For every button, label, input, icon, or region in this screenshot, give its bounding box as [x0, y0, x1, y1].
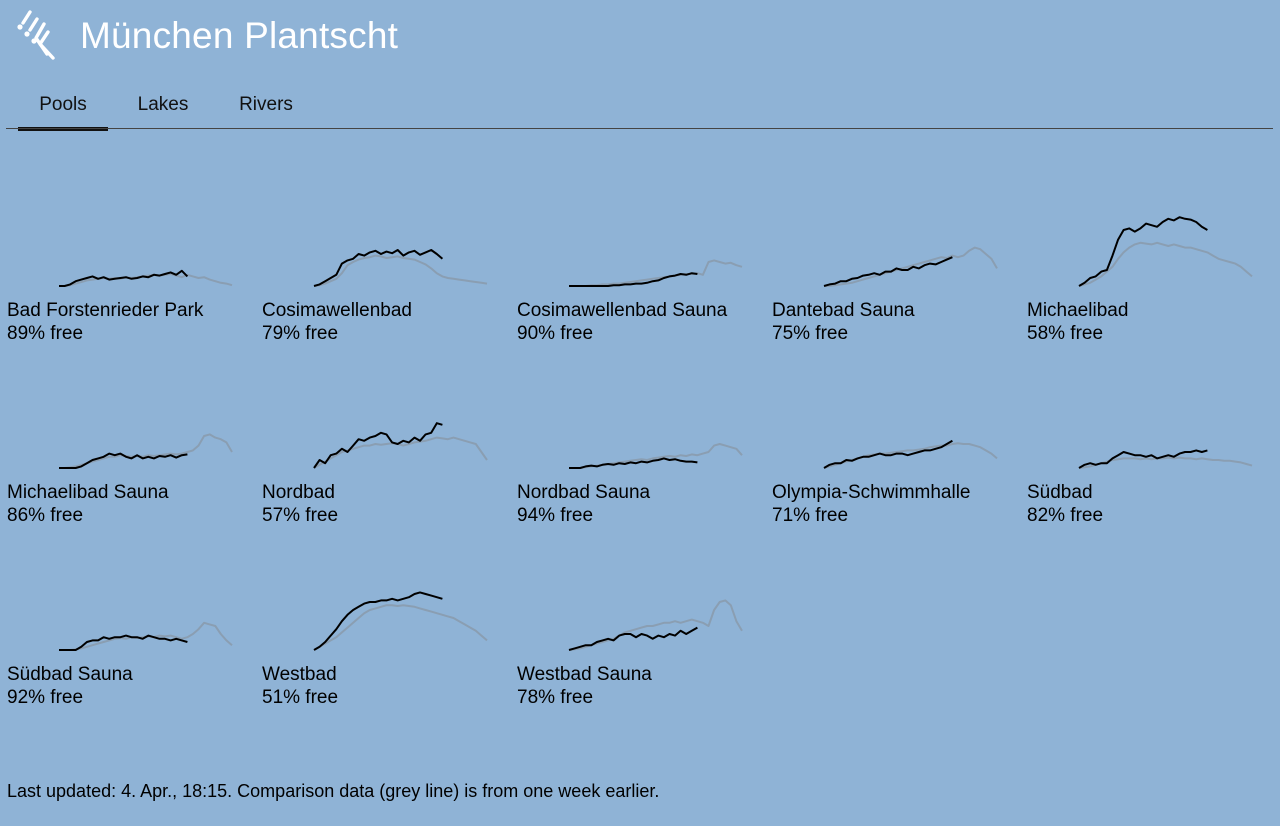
occupancy-sparkline	[569, 443, 743, 469]
pool-name: Michaelibad Sauna	[7, 482, 169, 503]
pool-free-capacity: 89% free	[7, 323, 84, 344]
pool-name: Nordbad	[262, 482, 335, 503]
occupancy-sparkline	[1078, 449, 1253, 469]
current-line	[1078, 449, 1208, 469]
comparison-line	[569, 259, 743, 287]
pool-name: Dantebad Sauna	[772, 300, 915, 321]
app-title: München Plantscht	[80, 15, 399, 56]
pool-card[interactable]: Cosimawellenbad 79% free	[262, 150, 512, 346]
occupancy-sparkline	[313, 249, 488, 287]
pool-card[interactable]: Olympia-Schwimmhalle 71% free	[772, 332, 1022, 528]
current-line	[313, 249, 444, 287]
comparison-line	[824, 246, 998, 287]
app-header: München Plantscht	[14, 6, 398, 66]
occupancy-sparkline	[313, 591, 488, 651]
current-line	[569, 457, 698, 469]
current-line	[313, 591, 443, 651]
comparison-line	[569, 443, 743, 469]
pool-card[interactable]: Nordbad 57% free	[262, 332, 512, 528]
occupancy-sparkline	[823, 246, 998, 287]
comparison-line	[1078, 241, 1253, 287]
pool-name: Westbad	[262, 664, 337, 685]
pool-card[interactable]: Südbad 82% free	[1027, 332, 1277, 528]
comparison-line	[313, 436, 488, 469]
current-line	[568, 626, 698, 651]
pool-free-capacity: 92% free	[7, 687, 84, 708]
pool-card[interactable]: Cosimawellenbad Sauna 90% free	[517, 150, 767, 346]
comparison-line	[823, 442, 998, 469]
occupancy-sparkline	[1078, 216, 1253, 287]
current-line	[313, 422, 443, 469]
pool-name: Cosimawellenbad	[262, 300, 412, 321]
pool-name: Südbad Sauna	[7, 664, 133, 685]
pool-free-capacity: 58% free	[1027, 323, 1104, 344]
tab-rivers[interactable]: Rivers	[239, 94, 293, 115]
pool-card[interactable]: Michaelibad Sauna 86% free	[7, 332, 257, 528]
pool-free-capacity: 75% free	[772, 323, 849, 344]
pool-free-capacity: 90% free	[517, 323, 594, 344]
current-line	[823, 439, 953, 469]
pool-card[interactable]: Westbad Sauna 78% free	[517, 514, 767, 710]
comparison-line	[313, 254, 488, 287]
pool-card[interactable]: Bad Forstenrieder Park 89% free	[7, 150, 257, 346]
pool-name: Nordbad Sauna	[517, 482, 651, 503]
pool-card[interactable]: Michaelibad 58% free	[1027, 150, 1277, 346]
current-line	[59, 452, 188, 469]
pool-name: Südbad	[1027, 482, 1093, 503]
pool-free-capacity: 86% free	[7, 505, 84, 526]
last-updated-note: Last updated: 4. Apr., 18:15. Comparison…	[7, 781, 660, 801]
current-line	[823, 256, 953, 287]
occupancy-sparkline	[313, 422, 488, 469]
comparison-line	[568, 599, 743, 651]
occupancy-sparkline	[823, 439, 998, 469]
pool-name: Westbad Sauna	[517, 664, 652, 685]
tab-lakes[interactable]: Lakes	[137, 94, 189, 115]
pool-name: Bad Forstenrieder Park	[7, 300, 204, 321]
tab-bar: Pools Lakes Rivers	[18, 82, 314, 131]
pool-free-capacity: 51% free	[262, 687, 339, 708]
current-line	[59, 634, 188, 651]
comparison-line	[59, 433, 233, 469]
pool-free-capacity: 57% free	[262, 505, 339, 526]
swimmer-logo-icon	[17, 10, 55, 60]
tab-pools[interactable]: Pools	[18, 82, 108, 131]
pool-free-capacity: 79% free	[262, 323, 339, 344]
pool-card[interactable]: Südbad Sauna 92% free	[7, 514, 257, 710]
pool-card[interactable]: Dantebad Sauna 75% free	[772, 150, 1022, 346]
occupancy-sparkline	[568, 599, 743, 651]
current-line	[569, 272, 698, 287]
pool-card[interactable]: Nordbad Sauna 94% free	[517, 332, 767, 528]
pool-free-capacity: 78% free	[517, 687, 594, 708]
pool-free-capacity: 71% free	[772, 505, 849, 526]
pool-name: Michaelibad	[1027, 300, 1129, 321]
current-line	[59, 269, 189, 287]
tab-divider	[6, 128, 1273, 129]
occupancy-sparkline	[59, 621, 233, 651]
pool-free-capacity: 82% free	[1027, 505, 1104, 526]
pool-name: Olympia-Schwimmhalle	[772, 482, 971, 503]
occupancy-sparkline	[569, 259, 743, 287]
pool-free-capacity: 94% free	[517, 505, 594, 526]
occupancy-sparkline	[59, 433, 233, 469]
pool-name: Cosimawellenbad Sauna	[517, 300, 728, 321]
occupancy-sparkline	[59, 269, 233, 287]
pool-card[interactable]: Westbad 51% free	[262, 514, 512, 710]
current-line	[1078, 216, 1208, 287]
comparison-line	[313, 604, 488, 651]
